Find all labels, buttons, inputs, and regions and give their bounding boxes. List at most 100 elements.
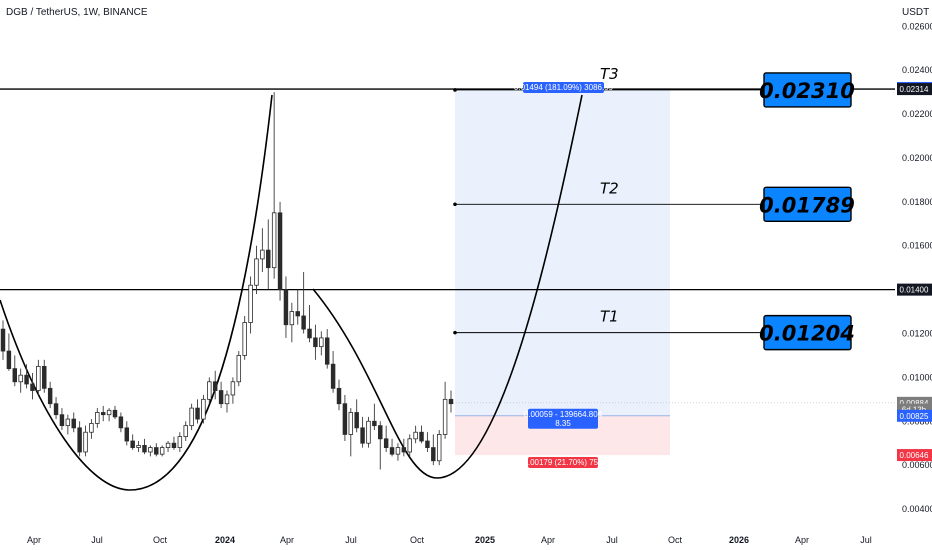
candle <box>230 377 236 404</box>
candle <box>118 412 124 433</box>
candle-body-down <box>401 447 407 453</box>
candle <box>106 408 112 422</box>
candle-body-down <box>71 418 76 429</box>
candle-body-up <box>201 398 206 420</box>
candle <box>436 430 442 466</box>
candle-body-down <box>277 212 283 291</box>
candle <box>354 399 359 433</box>
candle <box>271 92 277 279</box>
candle <box>154 443 159 457</box>
candle-body-up <box>348 412 354 435</box>
x-tick-label: Jul <box>91 535 103 545</box>
candle <box>248 276 253 334</box>
candle <box>0 320 6 360</box>
candle <box>71 412 76 433</box>
candle-body-down <box>118 416 124 429</box>
candle-body-down <box>124 427 130 442</box>
candle-body-up <box>65 418 71 427</box>
y-tick-label: 0.02400 <box>902 65 932 75</box>
candle-body-up <box>89 423 94 433</box>
x-tick-label: Jul <box>345 535 357 545</box>
candle <box>100 405 106 422</box>
candle-body-up <box>183 425 188 438</box>
candle-body-down <box>12 368 18 383</box>
candle-body-down <box>212 381 218 391</box>
y-tick-label: 0.00600 <box>902 460 932 470</box>
candle <box>83 425 88 457</box>
candle-body-down <box>448 398 454 405</box>
candle-body-up <box>436 434 442 462</box>
target-label-T1: T1 <box>600 308 619 326</box>
candle <box>236 351 242 387</box>
candle-body-up <box>319 337 324 348</box>
candle-body-up <box>83 431 88 453</box>
x-tick-label: Apr <box>280 535 294 545</box>
candlesticks <box>0 92 454 470</box>
price-tag <box>897 409 932 422</box>
candle-body-up <box>159 447 165 455</box>
candle-body-down <box>171 442 177 448</box>
candle <box>130 434 135 450</box>
candle-body-down <box>47 387 53 405</box>
candle-body-down <box>100 412 106 416</box>
targets: T3 0.02310 T2 0.01789 T1 0.01204 <box>453 65 855 351</box>
x-tick-label: Jul <box>606 535 618 545</box>
candle-body-down <box>324 337 330 365</box>
candle <box>407 434 412 457</box>
candle <box>112 405 118 420</box>
candle <box>348 408 354 457</box>
candle-body-up <box>289 311 295 326</box>
candle-body-up <box>413 431 418 440</box>
cup-curves <box>0 94 583 491</box>
candle-body-down <box>53 403 59 416</box>
price-tag-text: 0.00646 <box>900 451 929 460</box>
candle <box>171 436 177 450</box>
risk-reward-badge <box>528 408 598 429</box>
candle-body-down <box>283 289 289 326</box>
y-tick-label: 0.01000 <box>902 372 932 382</box>
candle <box>413 425 418 444</box>
candle <box>295 289 300 325</box>
candle <box>330 351 336 393</box>
candle-body-down <box>431 447 436 462</box>
candle <box>30 372 35 400</box>
candle-body-up <box>442 398 448 435</box>
candle <box>395 443 401 461</box>
candle <box>266 219 271 290</box>
candle-body-down <box>336 387 342 405</box>
y-tick-label: 0.00400 <box>902 504 932 514</box>
price-tag-text: 0.01400 <box>900 286 929 295</box>
x-tick-label: Apr <box>27 535 41 545</box>
target-anchor-dot <box>453 202 457 207</box>
candle <box>201 394 206 424</box>
candle <box>77 421 82 457</box>
candle <box>207 377 212 404</box>
cup-curve-right <box>312 94 583 479</box>
candle <box>360 416 365 448</box>
target-anchor-dot <box>453 88 457 92</box>
candle-body-up <box>260 249 265 260</box>
target-value-T3: 0.02310 <box>759 79 855 103</box>
cup-curve-left <box>0 94 273 491</box>
candle <box>372 403 377 431</box>
candle-body-down <box>154 447 159 455</box>
x-tick-label: Jul <box>860 535 872 545</box>
candle <box>65 414 71 435</box>
candle <box>289 302 295 343</box>
candle <box>95 408 100 428</box>
candle-body-down <box>59 414 65 427</box>
y-tick-label: 0.01800 <box>902 197 932 207</box>
candle <box>319 331 324 356</box>
risk-reward-badge-text: 0.00059 - 139664.804 <box>524 410 603 419</box>
candle <box>53 397 59 420</box>
price-tag-text: 0.00884 <box>900 399 929 408</box>
candle <box>254 245 259 295</box>
candle <box>47 381 53 409</box>
x-axis: Apr Jul Oct 2024 Apr Jul Oct 2025 Apr Jul Oct 2026 A… <box>27 535 872 545</box>
candle-body-down <box>360 427 365 444</box>
candle <box>383 425 389 452</box>
loss-badge-text: 0.00179 (21.70%) 750 <box>523 458 603 467</box>
candle-body-down <box>425 440 430 448</box>
